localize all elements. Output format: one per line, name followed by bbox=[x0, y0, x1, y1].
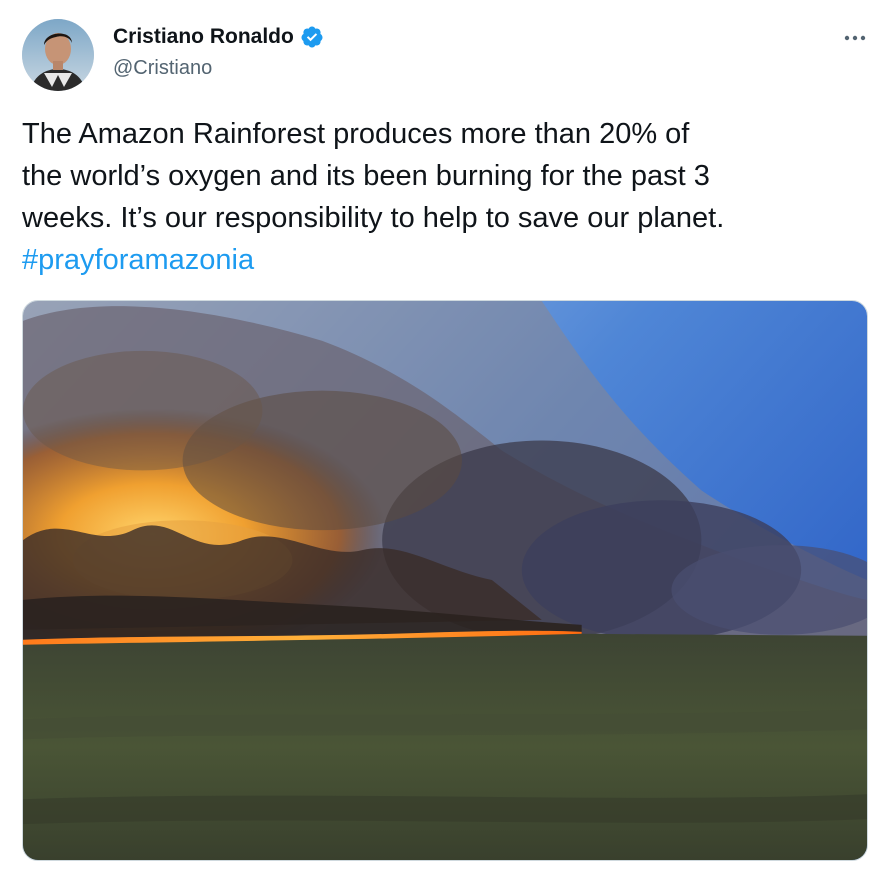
more-options-button[interactable] bbox=[838, 24, 872, 52]
hashtag-link[interactable]: #prayforamazonia bbox=[22, 244, 255, 276]
avatar[interactable] bbox=[22, 19, 94, 91]
tweet-text-line: The Amazon Rainforest produces more than… bbox=[22, 118, 690, 150]
author-name-row: Cristiano Ronaldo bbox=[113, 24, 324, 50]
tweet-photo[interactable] bbox=[22, 300, 868, 861]
tweet-text-line: weeks. It’s our responsibility to help t… bbox=[22, 202, 725, 234]
wildfire-photo-image bbox=[23, 301, 867, 860]
more-options-icon bbox=[844, 35, 866, 41]
tweet-text: The Amazon Rainforest produces more than… bbox=[22, 113, 872, 281]
tweet-text-line: the world’s oxygen and its been burning … bbox=[22, 160, 710, 192]
author-handle[interactable]: @Cristiano bbox=[113, 57, 213, 79]
avatar-image bbox=[22, 19, 94, 91]
verified-badge-icon bbox=[301, 26, 323, 48]
display-name[interactable]: Cristiano Ronaldo bbox=[113, 25, 294, 48]
